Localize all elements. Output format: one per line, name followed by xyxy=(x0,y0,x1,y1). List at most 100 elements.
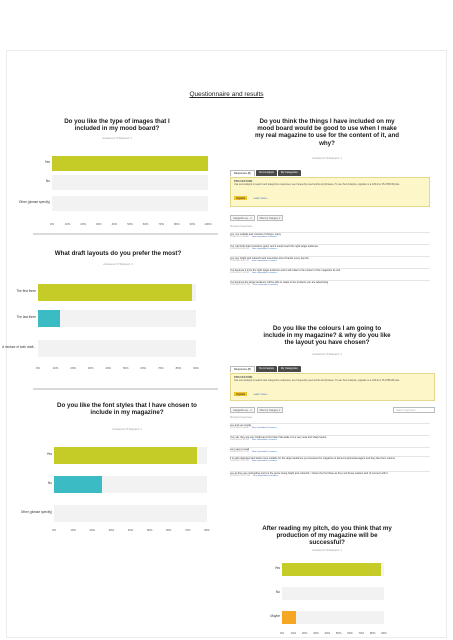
q5-upgrade-button[interactable]: Upgrade xyxy=(234,391,248,397)
q4-learn-more-link[interactable]: Learn more » xyxy=(253,196,268,200)
bar-label: Other (please specify) xyxy=(20,510,52,514)
q4-title: Do you think the things I have included … xyxy=(254,118,400,147)
tick-label: 20% xyxy=(70,366,76,370)
response-date: 10/14/2014 9:26 AM View respondent's answ… xyxy=(230,427,430,429)
q4-pro-text: Use text analysis to search and categori… xyxy=(234,182,400,186)
tick-label: 0% xyxy=(51,528,57,532)
tick-label: 10% xyxy=(290,631,297,635)
bar-track xyxy=(54,504,207,522)
response-item: it is well organised and looks more suit… xyxy=(230,456,430,462)
view-answers-link[interactable]: View respondent's answers xyxy=(251,272,277,274)
q4-categorize-dropdown[interactable]: Categorize as... ▾ xyxy=(230,215,255,222)
response-date: 10/14/2014 7:52 PM View respondent's answ… xyxy=(230,460,430,462)
bar xyxy=(38,283,192,301)
q1-title: Do you like the type of images that I in… xyxy=(64,118,170,133)
tick-label: 80% xyxy=(204,528,210,532)
bar xyxy=(282,610,297,624)
q4-showing-count: Showing 8 responses xyxy=(230,226,252,228)
response-date-text: 10/14/2014 8:49 PM xyxy=(230,248,249,250)
tick-label: 20% xyxy=(80,222,86,226)
bar-track xyxy=(52,174,208,190)
q5-learn-more-link[interactable]: Learn more » xyxy=(253,392,268,396)
view-answers-link[interactable]: View respondent's answers xyxy=(252,284,279,286)
q5-tab-my-categories[interactable]: My Categories xyxy=(277,366,301,373)
view-answers-link[interactable]: View respondent's answers xyxy=(251,236,277,238)
bar-track xyxy=(52,195,208,211)
q4-tab-my-categories[interactable]: My Categories xyxy=(277,170,301,177)
tick-label: 0% xyxy=(49,222,55,226)
bar xyxy=(54,446,198,464)
separator-2 xyxy=(33,388,218,390)
tick-label: 90% xyxy=(189,222,196,226)
q4-tab-responses[interactable]: Responses (8) xyxy=(230,170,255,177)
view-answers-link[interactable]: View respondent's answers xyxy=(251,439,277,441)
bar-label: The last three xyxy=(16,315,37,319)
q5-categorize-dropdown[interactable]: Categorize as... ▾ xyxy=(230,407,255,414)
tick-label: 20% xyxy=(89,528,96,532)
q5-pro-title: PRO FEATURE xyxy=(234,375,253,379)
q5-tabs: Responses (8) Text Analysis My Categorie… xyxy=(230,366,301,373)
q2-title: What draft layouts do you prefer the mos… xyxy=(54,250,182,257)
response-item: Yes because the target audience will be … xyxy=(230,280,430,286)
bar-track xyxy=(282,610,384,624)
q4-tab-text-analysis[interactable]: Text Analysis xyxy=(255,170,277,177)
q4-pro-title: PRO FEATURE xyxy=(234,179,253,183)
q4-pro-feature-box: PRO FEATURE Use text analysis to search … xyxy=(230,177,430,207)
q2-meta: Answered: 8 Skipped: 1 xyxy=(103,262,133,266)
bar xyxy=(38,309,60,327)
view-answers-link[interactable]: View respondent's answers xyxy=(251,460,277,462)
bar-track xyxy=(282,586,384,600)
q5-pro-feature-box: PRO FEATURE Use text analysis to search … xyxy=(230,373,435,401)
tick-label: 80% xyxy=(175,366,182,370)
bar-label: The first three xyxy=(16,289,36,293)
response-date: 10/14/2014 12:37 PM View respondent's ans… xyxy=(230,284,430,286)
tick-label: 30% xyxy=(313,631,319,635)
tick-label: 60% xyxy=(142,222,149,226)
q4-filter-category-dropdown[interactable]: Filter by Category ▾ xyxy=(256,215,284,222)
bar-track xyxy=(54,446,207,464)
tick-label: 60% xyxy=(140,366,147,370)
q5-tab-responses[interactable]: Responses (8) xyxy=(230,366,255,373)
tick-label: 70% xyxy=(358,631,365,635)
page-frame xyxy=(6,50,447,638)
bar-label: Other (please specify) xyxy=(18,200,50,204)
response-date: 10/14/2014 7:52 PM View respondent's answ… xyxy=(230,272,430,274)
q5-meta: Answered: 8 Skipped: 1 xyxy=(312,352,342,356)
response-text: yes as they are contrasting and it is th… xyxy=(230,472,389,475)
tick-label: 90% xyxy=(381,631,387,635)
response-date-text: 10/14/2014 9:26 AM xyxy=(230,236,249,238)
q5-search-input[interactable]: Search responses xyxy=(393,407,435,414)
tick-label: 10% xyxy=(52,366,59,370)
q5-filter-category-dropdown[interactable]: Filter by Category ▾ xyxy=(256,407,284,414)
tick-label: 90% xyxy=(193,366,199,370)
response-item: yes very bright and colourful and resemb… xyxy=(230,256,430,262)
response-date: 10/14/2014 8:27 PM View respondent's answ… xyxy=(230,260,430,262)
bar-label: Yes xyxy=(44,160,50,164)
tick-label: 20% xyxy=(301,631,308,635)
page-title: Questionnaire and results xyxy=(189,91,264,98)
response-date-text: 10/14/2014 8:27 PM xyxy=(230,451,249,453)
q5-filter-row: Categorize as... ▾ Filter by Category ▾ … xyxy=(230,407,435,414)
q6-meta: Answered: 8 Skipped: 1 xyxy=(312,548,342,552)
q5-tab-text-analysis[interactable]: Text Analysis xyxy=(255,366,277,373)
bar-track xyxy=(38,283,196,301)
view-answers-link[interactable]: View respondent's answers xyxy=(251,260,277,262)
tick-label: 0% xyxy=(35,366,41,370)
bar xyxy=(282,562,382,576)
view-answers-link[interactable]: View respondent's answers xyxy=(251,248,277,250)
bar-track xyxy=(54,475,207,493)
view-answers-link[interactable]: View respondent's answers xyxy=(252,475,279,477)
q4-upgrade-button[interactable]: Upgrade xyxy=(234,195,248,201)
response-item: Yes I do think that it would be good, an… xyxy=(230,244,430,250)
response-date-text: 10/14/2014 7:52 PM xyxy=(230,460,249,462)
view-answers-link[interactable]: View respondent's answers xyxy=(251,451,277,453)
q4-filter-row: Categorize as... ▾ Filter by Category ▾ xyxy=(230,215,284,222)
bar-label: No xyxy=(45,179,50,183)
response-item: Yes i do, they are very bright and i fin… xyxy=(230,435,430,441)
response-date-text: 10/14/2014 8:49 PM xyxy=(230,439,249,441)
bar xyxy=(52,155,208,171)
q3-title: Do you like the font styles that I have … xyxy=(57,402,197,417)
response-text: Yes because it is for the right target a… xyxy=(230,269,341,272)
tick-label: 30% xyxy=(95,222,102,226)
view-answers-link[interactable]: View respondent's answers xyxy=(251,427,277,429)
